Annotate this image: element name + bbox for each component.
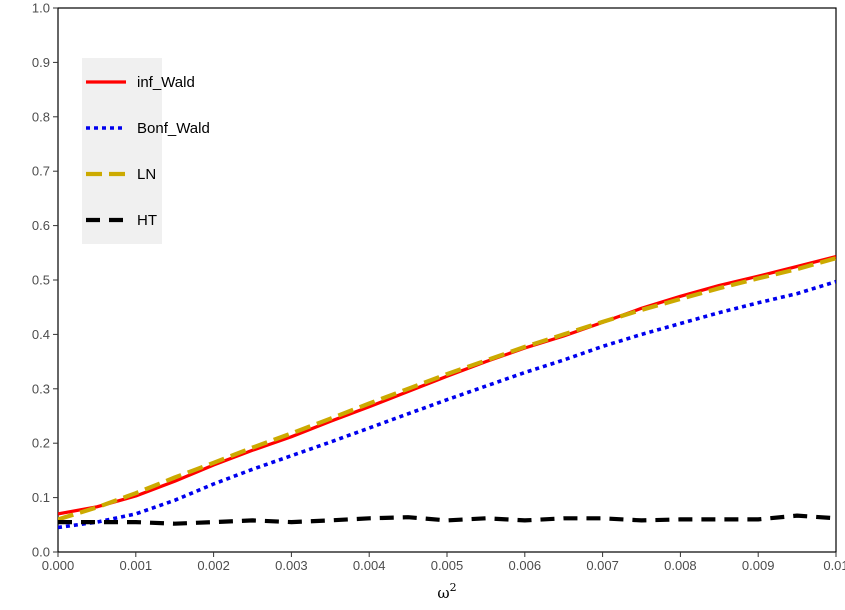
y-tick-label: 0.7: [32, 164, 50, 179]
plot-area: [57, 7, 837, 553]
x-tick-label: 0.006: [509, 558, 542, 573]
plot-frame: [57, 7, 837, 553]
legend-label: HT: [137, 212, 157, 229]
x-tick-label: 0.009: [742, 558, 775, 573]
x-tick-label: 0.01: [823, 558, 845, 573]
y-tick-label: 0.6: [32, 218, 50, 233]
x-axis-title-base: ω: [437, 584, 449, 602]
x-tick-label: 0.003: [275, 558, 308, 573]
y-tick-label: 0.3: [32, 381, 50, 396]
x-tick-label: 0.002: [197, 558, 230, 573]
series-line-ln: [58, 256, 836, 522]
axes-layer: 0.000 0.001 0.002 0.003 0.004 0.005 0.006 0.007…: [32, 1, 845, 574]
y-tick-label: 0.4: [32, 327, 50, 342]
legend-label: inf_Wald: [137, 74, 195, 91]
legend-label: Bonf_Wald: [137, 120, 210, 137]
y-tick-label: 1.0: [32, 1, 50, 16]
x-tick-label: 0.001: [120, 558, 153, 573]
y-tick-label: 0.2: [32, 436, 50, 451]
series-layer: [58, 255, 836, 530]
legend: inf_Wald Bonf_Wald LN HT: [82, 58, 210, 244]
legend-label: LN: [137, 166, 156, 183]
y-tick-label: 0.9: [32, 55, 50, 70]
x-tick-label: 0.008: [664, 558, 697, 573]
legend-background: [82, 58, 162, 244]
series-line-ht: [58, 513, 836, 526]
y-tick-label: 0.0: [32, 545, 50, 560]
x-axis-title-superscript: 2: [450, 581, 457, 594]
x-axis-title: ω2: [437, 581, 456, 602]
y-tick-label: 0.8: [32, 109, 50, 124]
x-tick-label: 0.005: [431, 558, 464, 573]
y-tick-label: 0.5: [32, 273, 50, 288]
y-tick-label: 0.1: [32, 490, 50, 505]
x-tick-label: 0.004: [353, 558, 386, 573]
series-line-bonf-wald: [58, 279, 836, 530]
x-tick-label: 0.000: [42, 558, 75, 573]
x-tick-label: 0.007: [586, 558, 619, 573]
